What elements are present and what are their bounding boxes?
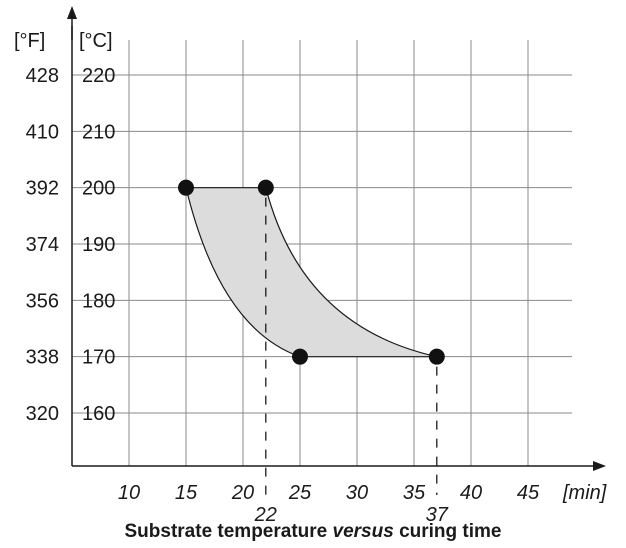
y-axis-label-fahrenheit: [°F] xyxy=(14,30,45,52)
x-marked-value-label: 37 xyxy=(426,504,449,526)
x-tick-label: 45 xyxy=(517,482,540,504)
y-tick-label-fahrenheit: 428 xyxy=(26,65,59,87)
corner-point xyxy=(428,348,445,365)
y-tick-label-fahrenheit: 410 xyxy=(26,121,59,143)
y-tick-label-celsius: 200 xyxy=(82,178,115,200)
x-marked-value-label: 22 xyxy=(254,504,277,526)
x-tick-label: 30 xyxy=(346,482,368,504)
corner-points xyxy=(178,179,445,365)
y-tick-label-celsius: 190 xyxy=(82,234,115,256)
caption-text: Substrate temperature xyxy=(124,521,333,542)
y-tick-label-celsius: 180 xyxy=(82,290,115,312)
grid xyxy=(72,40,572,466)
x-axis-arrow-icon xyxy=(593,461,606,471)
y-tick-label-celsius: 160 xyxy=(82,403,115,425)
marker-dash-lines xyxy=(265,197,438,495)
caption-italic-text: versus xyxy=(332,521,394,542)
chart-caption: Substrate temperature versus curing time xyxy=(0,521,626,543)
y-tick-label-celsius: 220 xyxy=(82,65,115,87)
corner-point xyxy=(292,348,308,365)
x-tick-label: 15 xyxy=(175,482,198,504)
tick-labels: 160 320 170 338 180 356 190 374 200 392 210 410 220 4… xyxy=(26,65,540,526)
corner-point xyxy=(257,179,274,196)
y-axis-arrow-icon xyxy=(67,6,77,19)
x-tick-label: 20 xyxy=(231,482,254,504)
x-axis-unit-label: [min] xyxy=(562,482,607,504)
y-tick-label-celsius: 170 xyxy=(82,347,115,369)
y-tick-label-fahrenheit: 320 xyxy=(26,403,59,425)
acceptable-curing-region xyxy=(185,187,437,358)
y-tick-label-fahrenheit: 338 xyxy=(26,347,59,369)
x-tick-label: 35 xyxy=(403,482,426,504)
y-tick-label-fahrenheit: 374 xyxy=(26,234,59,256)
corner-point xyxy=(178,179,194,196)
y-axis-label-celsius: [°C] xyxy=(79,30,113,52)
y-tick-label-fahrenheit: 356 xyxy=(26,290,59,312)
x-tick-label: 40 xyxy=(460,482,482,504)
x-tick-label: 25 xyxy=(288,482,312,504)
y-tick-label-fahrenheit: 392 xyxy=(26,178,59,200)
caption-text-end: curing time xyxy=(393,521,502,542)
axes xyxy=(67,6,606,471)
x-tick-label: 10 xyxy=(118,482,140,504)
y-tick-label-celsius: 210 xyxy=(82,121,115,143)
